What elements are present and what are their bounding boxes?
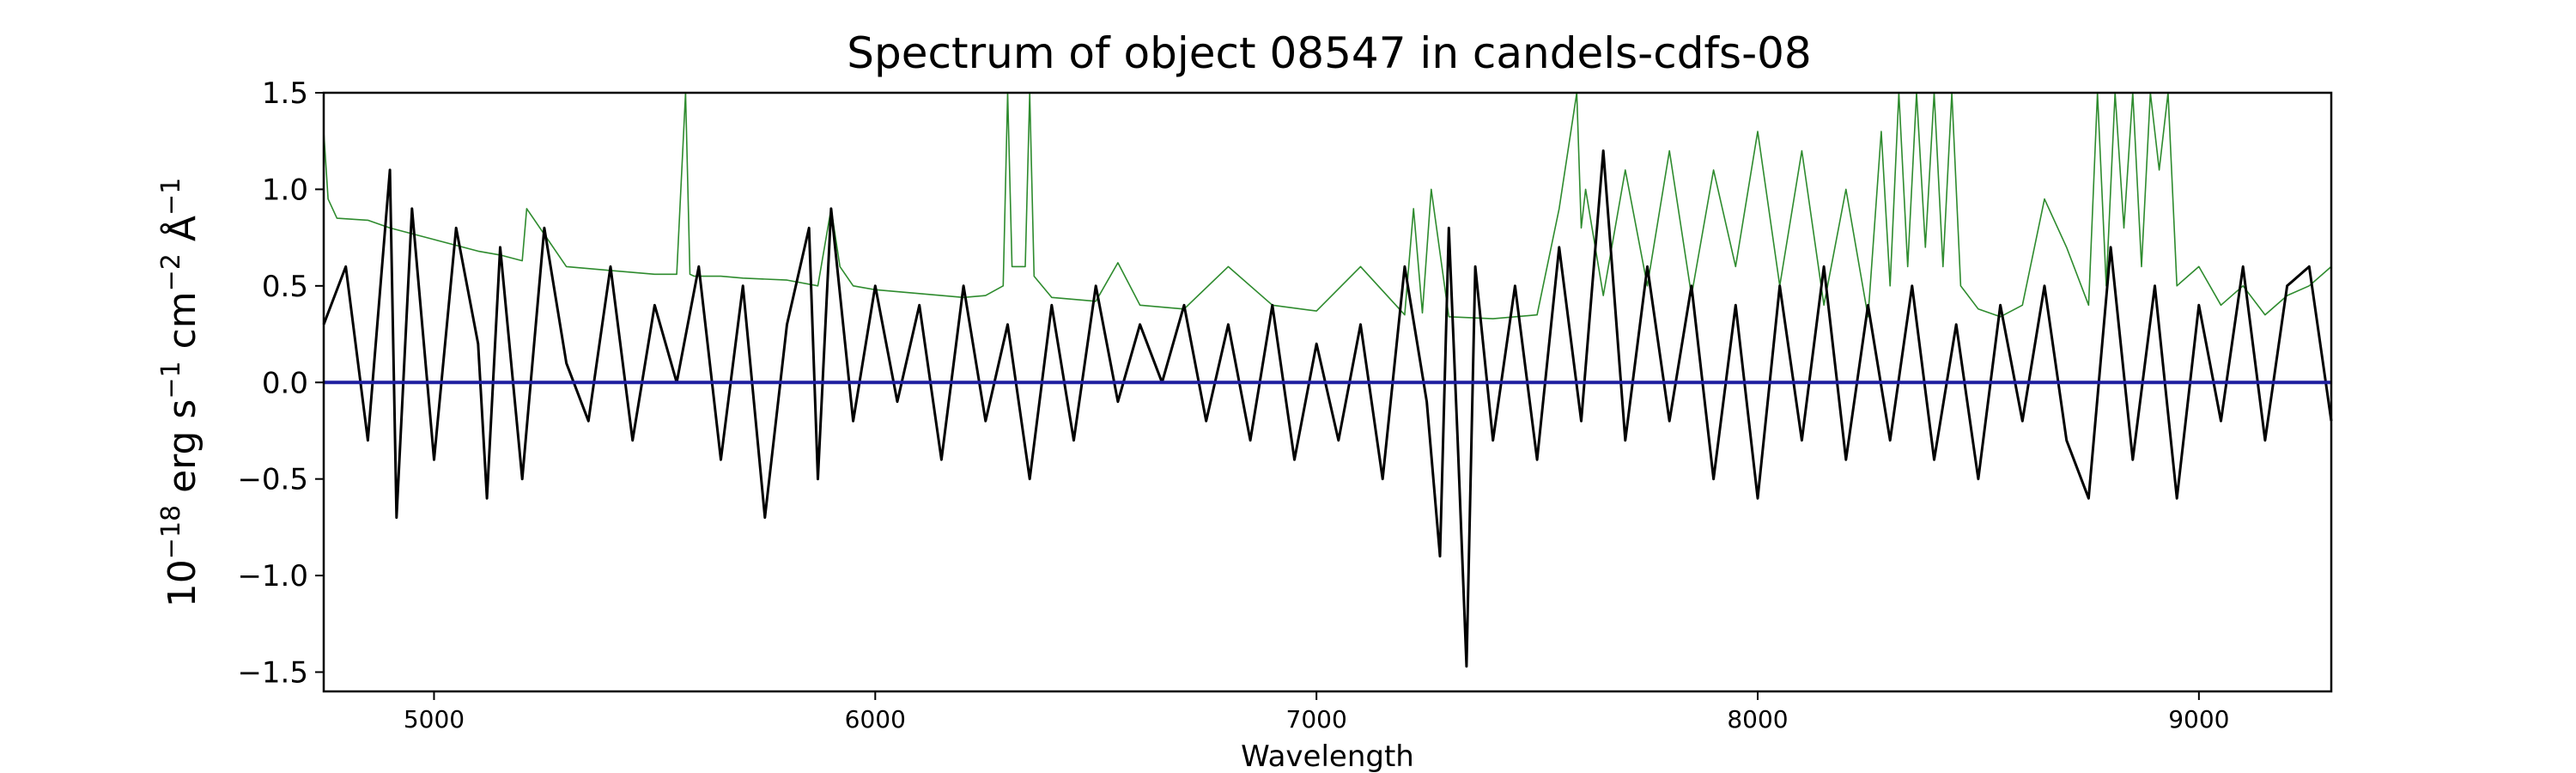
x-tick-label: 9000 [2168, 705, 2229, 733]
y-tick-label: 0.0 [262, 366, 308, 400]
y-label-exp-4: −1 [156, 178, 186, 216]
y-label-angstrom: Å [159, 216, 204, 253]
y-label-exp-1: −18 [156, 505, 186, 559]
x-tick-label: 7000 [1286, 705, 1347, 733]
y-axis-ticks: −1.5 −1.0 −0.5 0.0 0.5 1.0 1.5 [237, 76, 324, 691]
x-tick-label: 6000 [845, 705, 906, 733]
y-tick-label: −1.0 [237, 559, 308, 593]
y-tick-label: 1.0 [262, 173, 308, 207]
x-tick-label: 5000 [404, 705, 465, 733]
chart-title: Spectrum of object 08547 in candels-cdfs… [847, 28, 1812, 78]
y-tick-label: 0.5 [262, 270, 308, 304]
x-tick-label: 8000 [1727, 705, 1788, 733]
y-label-exp-2: −1 [156, 361, 186, 399]
x-axis-label: Wavelength [1241, 740, 1414, 773]
y-axis-label: 10−18 erg s−1 cm−2 Å−1 [156, 178, 204, 607]
y-label-exp-3: −2 [156, 253, 186, 291]
error-series-line [323, 92, 2332, 320]
plot-series [322, 92, 2333, 668]
y-label-cm: cm [161, 291, 204, 361]
y-label-erg: erg s [161, 399, 204, 505]
y-tick-label: −0.5 [237, 463, 308, 497]
flux-series-line [322, 149, 2333, 668]
y-tick-label: 1.5 [262, 76, 308, 111]
plot-frame [322, 91, 2333, 693]
y-label-base: 10 [161, 559, 204, 607]
x-axis-ticks: 5000 6000 7000 8000 9000 [404, 691, 2229, 733]
y-tick-label: −1.5 [237, 656, 308, 691]
